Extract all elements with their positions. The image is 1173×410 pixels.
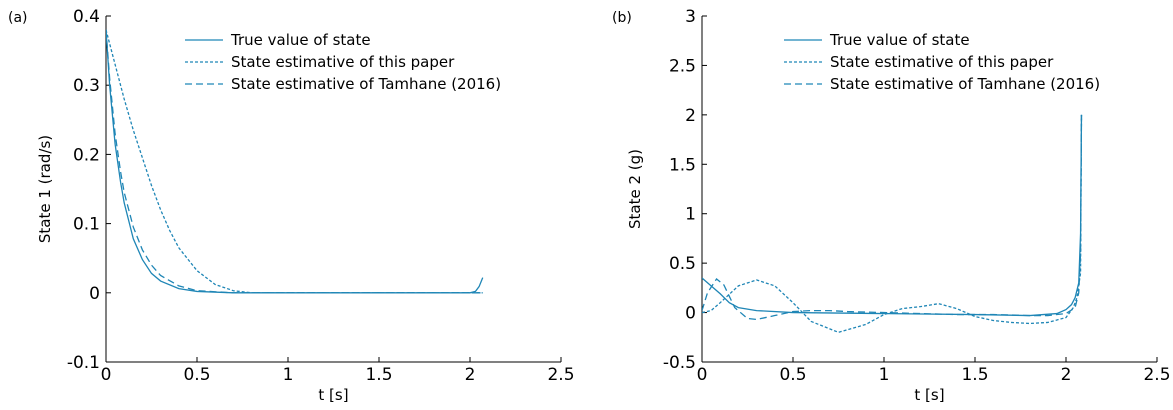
x-tick-label: 0.5 — [779, 365, 806, 385]
legend-label-1: True value of state — [829, 31, 970, 49]
panel-label: (b) — [612, 10, 632, 26]
x-tick-label: 1 — [879, 365, 890, 385]
x-axis-label: t [s] — [318, 386, 348, 404]
y-axis-label: State 2 (g) — [626, 149, 644, 229]
panel-b: 0 0.5 1 1.5 2 2.5-0.500.511.522.53t [s]State … — [612, 7, 1171, 404]
x-tick-label: 0.5 — [183, 365, 210, 385]
x-tick-label: 0 — [101, 365, 112, 385]
panel-label: (a) — [8, 10, 28, 26]
series-line-3 — [702, 114, 1083, 321]
x-tick-label: 2 — [1061, 365, 1072, 385]
series-line-1 — [106, 29, 484, 294]
legend-label-2: State estimative of this paper — [231, 53, 455, 71]
y-tick-label: 1.5 — [669, 155, 696, 175]
legend-label-3: State estimative of Tamhane (2016) — [231, 75, 501, 93]
legend-label-2: State estimative of this paper — [830, 53, 1054, 71]
x-tick-label: 2.5 — [547, 365, 574, 385]
y-axis-label: State 1 (rad/s) — [36, 135, 54, 243]
x-axis-label: t [s] — [914, 386, 944, 404]
y-tick-label: -0.5 — [663, 353, 696, 373]
y-tick-label: 3 — [685, 7, 696, 27]
x-tick-label: 0 — [697, 365, 708, 385]
y-tick-label: 1 — [685, 205, 696, 225]
y-tick-label: 0 — [685, 304, 696, 324]
x-tick-label: 2 — [465, 365, 476, 385]
legend-label-3: State estimative of Tamhane (2016) — [830, 75, 1100, 93]
panel-a: 0 0.5 1 1.5 2 2.5-0.100.10.20.30.4t [s]State … — [8, 7, 575, 404]
legend-label-1: True value of state — [230, 31, 371, 49]
x-tick-label: 1.5 — [961, 365, 988, 385]
series-line-2 — [702, 114, 1083, 334]
y-tick-label: 2.5 — [669, 56, 696, 76]
series-line-3 — [106, 29, 483, 294]
y-tick-label: 0 — [89, 284, 100, 304]
y-tick-label: 2 — [685, 106, 696, 126]
y-tick-label: -0.1 — [67, 353, 100, 373]
x-tick-label: 1.5 — [365, 365, 392, 385]
y-tick-label: 0.4 — [73, 7, 100, 27]
y-tick-label: 0.1 — [73, 215, 100, 235]
y-tick-label: 0.3 — [73, 76, 100, 96]
y-tick-label: 0.5 — [669, 254, 696, 274]
series-line-1 — [702, 114, 1083, 317]
y-tick-label: 0.2 — [73, 145, 100, 165]
series-line-2 — [106, 29, 483, 294]
x-tick-label: 1 — [283, 365, 294, 385]
x-tick-label: 2.5 — [1143, 365, 1170, 385]
